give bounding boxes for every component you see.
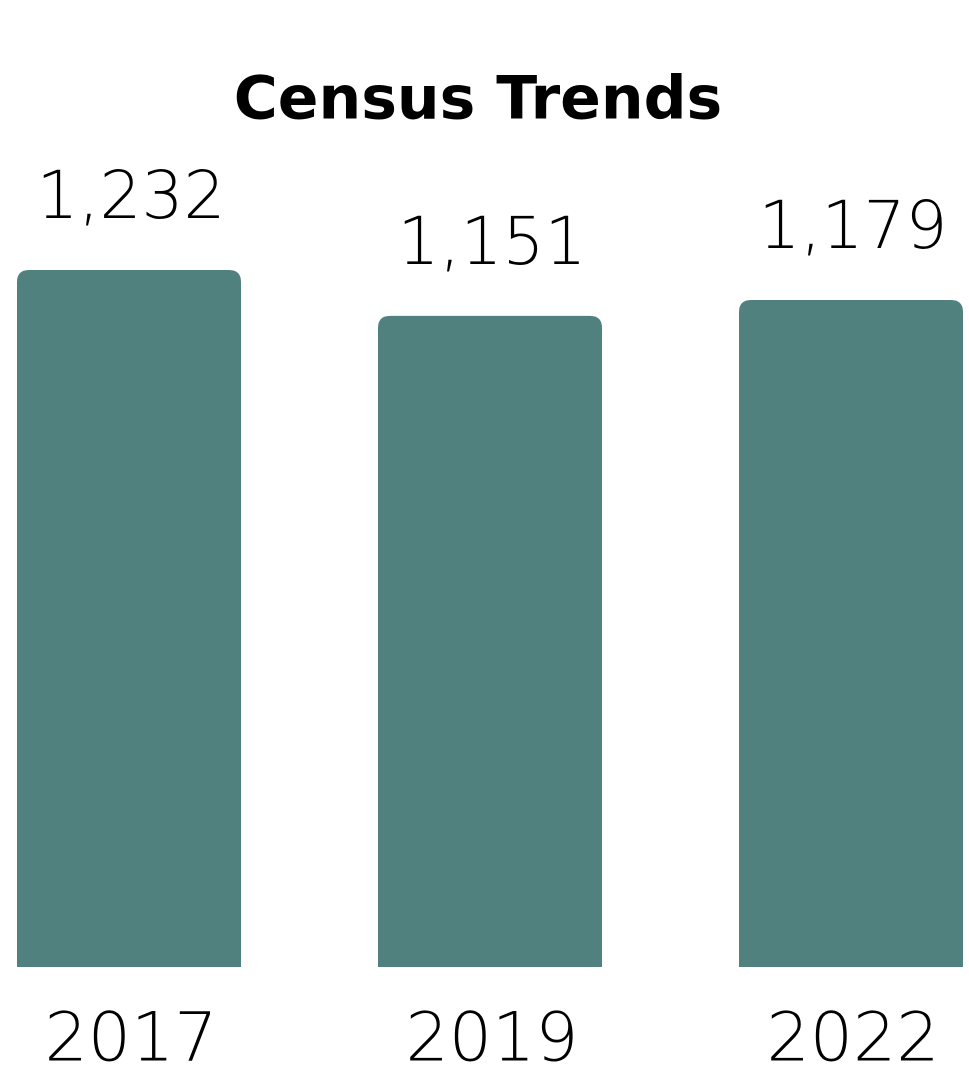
x-tick-label: 2019 <box>405 999 578 1078</box>
value-label: 1,232 <box>37 157 226 234</box>
chart-title: Census Trends <box>234 64 722 134</box>
x-tick-label: 2022 <box>766 999 939 1078</box>
value-label: 1,179 <box>759 187 948 264</box>
bar <box>739 299 963 967</box>
x-tick-label: 2017 <box>44 999 217 1078</box>
value-label: 1,151 <box>398 203 587 280</box>
bar <box>17 270 241 967</box>
bar <box>378 315 602 967</box>
